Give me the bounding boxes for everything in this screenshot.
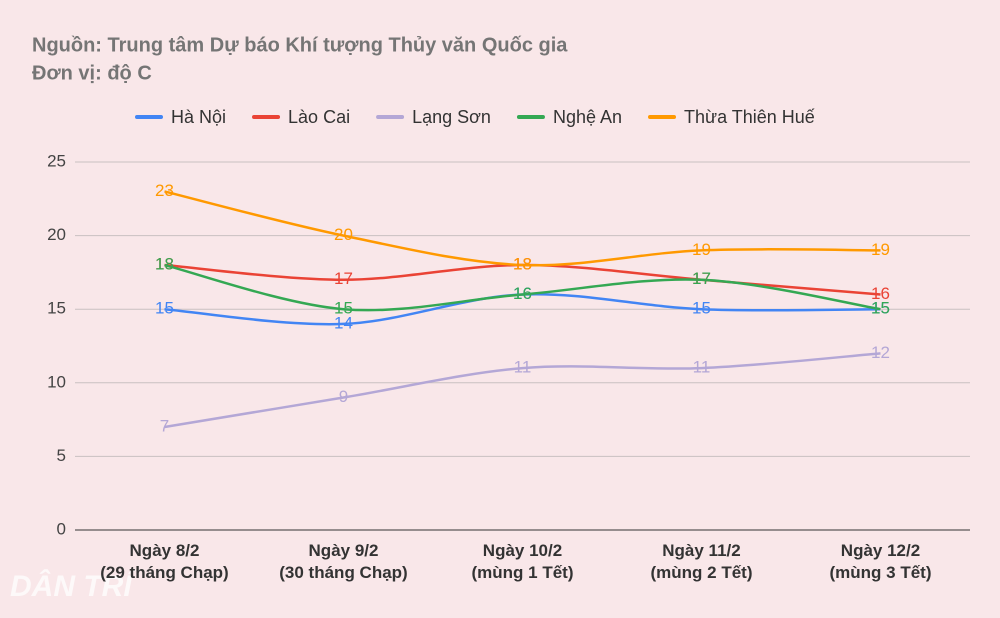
chart-title: Nguồn: Trung tâm Dự báo Khí tượng Thủy v…	[32, 34, 568, 56]
data-label: 17	[334, 269, 353, 288]
series-line	[164, 352, 881, 429]
chart-subtitle: Đơn vị: độ C	[32, 62, 152, 84]
data-label: 12	[871, 343, 890, 362]
data-label: 18	[155, 255, 174, 274]
legend-label: Lạng Sơn	[412, 107, 491, 127]
x-tick-line: Ngày 10/2	[483, 541, 562, 560]
series-line	[164, 190, 881, 267]
x-tick-line: (mùng 2 Tết)	[651, 563, 753, 582]
data-label: 18	[155, 255, 174, 274]
data-label: 15	[871, 299, 890, 318]
x-tick-label: Ngày 9/2 (30 tháng Chạp)	[279, 541, 407, 582]
x-tick-label: Ngày 8/2 (29 tháng Chạp)	[100, 541, 228, 582]
data-label: 11	[514, 358, 532, 377]
data-label: 14	[334, 313, 353, 332]
data-label: 9	[339, 387, 348, 406]
data-label: 18	[513, 255, 532, 274]
series-line	[164, 263, 881, 312]
x-tick-line: Ngày 8/2	[130, 541, 200, 560]
x-tick-line: Ngày 9/2	[309, 541, 379, 560]
data-label: 16	[513, 284, 532, 303]
legend-label: Nghệ An	[553, 107, 622, 127]
x-tick-line: (mùng 3 Tết)	[830, 563, 932, 582]
data-label: 15	[871, 299, 890, 318]
legend-label: Thừa Thiên Huế	[684, 107, 815, 127]
x-tick-label: Ngày 11/2 (mùng 2 Tết)	[651, 541, 753, 582]
x-tick-line: Ngày 11/2	[662, 541, 740, 560]
y-tick-label: 20	[47, 225, 66, 244]
x-tick-line: Ngày 12/2	[841, 541, 920, 560]
y-tick-label: 10	[47, 372, 66, 391]
data-label: 19	[692, 240, 711, 259]
data-label: 18	[513, 255, 532, 274]
y-tick-label: 15	[47, 299, 66, 318]
data-label: 15	[334, 299, 353, 318]
x-tick-line: (29 tháng Chạp)	[100, 563, 228, 582]
data-label: 17	[692, 269, 711, 288]
watermark: DÂN TRÍ	[10, 569, 136, 603]
data-label: 23	[155, 181, 174, 200]
data-label: 16	[513, 284, 532, 303]
x-tick-label: Ngày 12/2 (mùng 3 Tết)	[830, 541, 932, 582]
data-label: 11	[693, 358, 711, 377]
y-tick-label: 0	[57, 519, 66, 538]
data-label: 17	[692, 269, 711, 288]
data-label: 15	[155, 299, 174, 318]
data-label: 16	[871, 284, 890, 303]
data-label: 7	[160, 416, 169, 435]
x-tick-label: Ngày 10/2 (mùng 1 Tết)	[472, 541, 574, 582]
y-tick-label: 5	[57, 446, 66, 465]
data-label: 19	[871, 240, 890, 259]
data-label: 20	[334, 225, 353, 244]
x-tick-line: (mùng 1 Tết)	[472, 563, 574, 582]
legend-label: Hà Nội	[171, 107, 226, 127]
data-label: 15	[692, 299, 711, 318]
legend-label: Lào Cai	[288, 107, 350, 127]
x-tick-line: (30 tháng Chạp)	[279, 563, 407, 582]
y-tick-label: 25	[47, 151, 66, 170]
